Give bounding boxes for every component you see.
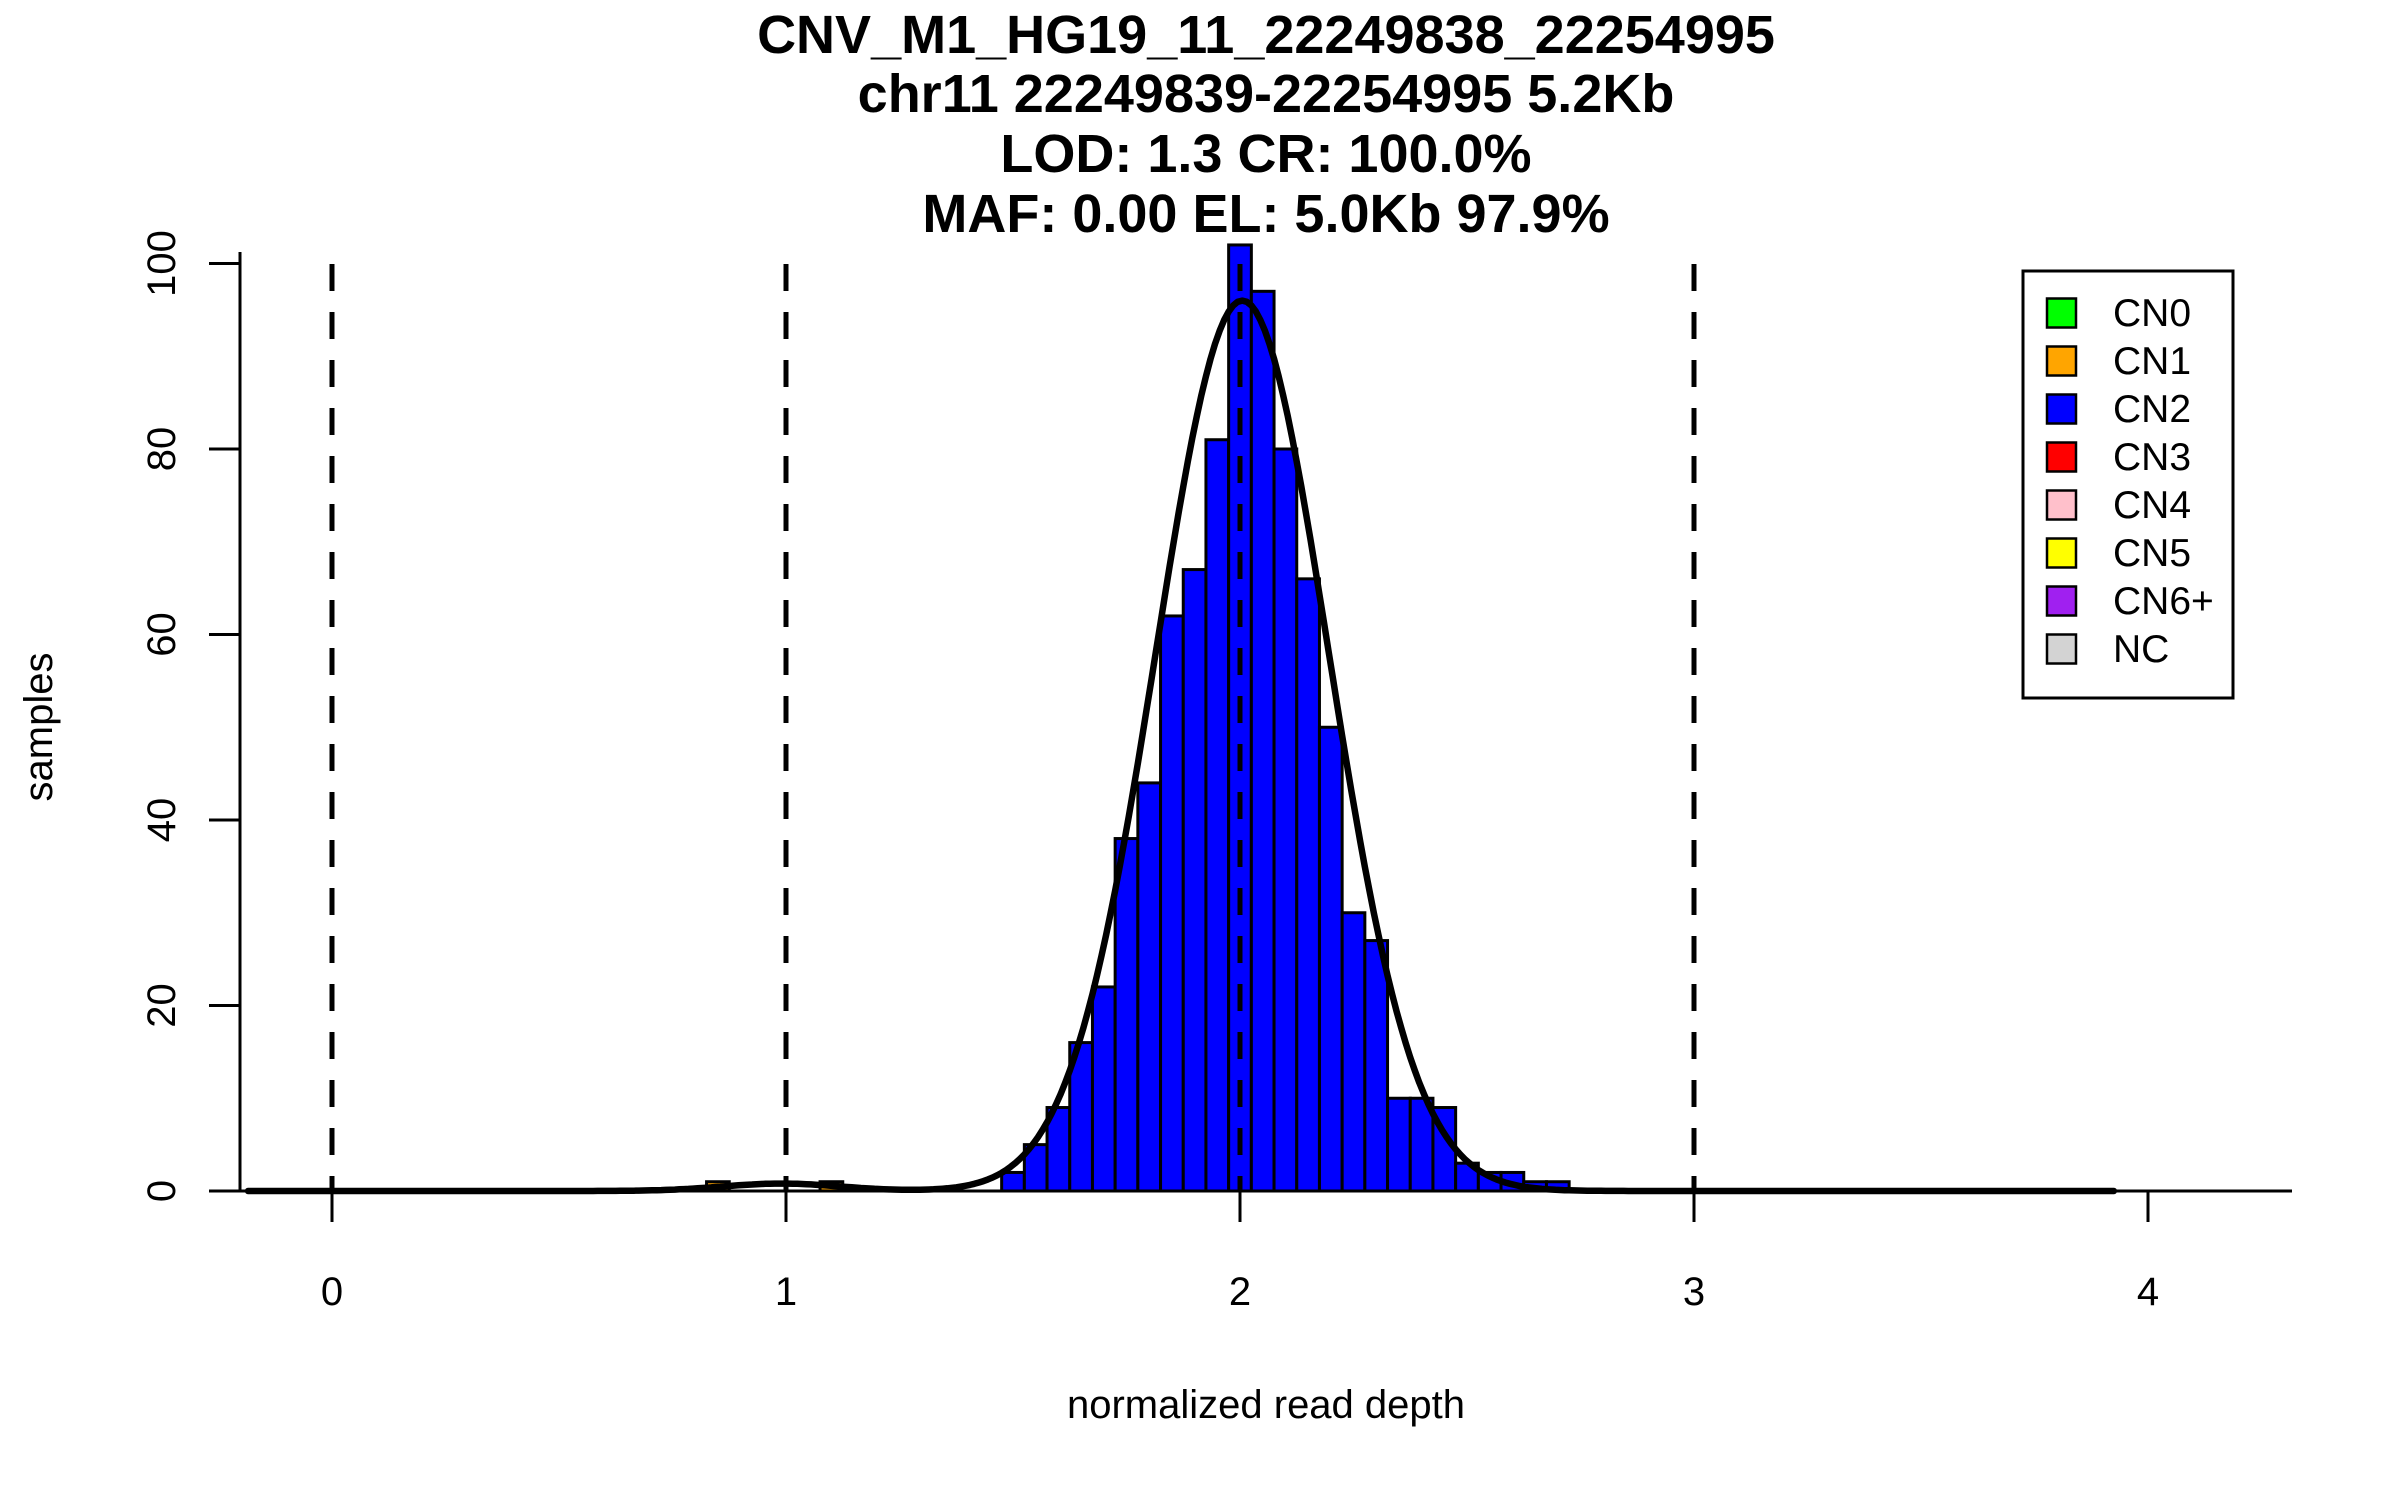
legend-swatch-cn3	[2045, 441, 2078, 473]
title-line-1: CNV_M1_HG19_11_22249838_22254995	[757, 5, 1775, 65]
legend-label: NC	[2113, 628, 2169, 671]
histogram-bar-cn2	[1090, 985, 1117, 1193]
title-line-3: LOD: 1.3 CR: 100.0%	[1000, 124, 1531, 184]
x-tick-label: 2	[1229, 1270, 1251, 1314]
legend-swatch-nc	[2045, 633, 2078, 665]
histogram-bar-cn2	[1159, 614, 1185, 1193]
legend-box: CN0 CN1 CN2 CN3 CN4 CN5 CN6+ NC	[2021, 269, 2235, 700]
histogram-bar-cn2	[1386, 1096, 1412, 1193]
histogram-bar-cn2	[1204, 438, 1231, 1193]
x-tick-label: 4	[2137, 1270, 2159, 1314]
legend-swatch-cn2	[2045, 393, 2078, 425]
histogram-bar-cn2	[1295, 577, 1321, 1193]
histogram-bar-cn2	[1000, 1170, 1026, 1193]
legend-label: CN2	[2113, 388, 2191, 431]
legend-swatch-cn5	[2045, 537, 2078, 569]
histogram-bars	[705, 243, 1571, 1193]
legend-label: CN1	[2113, 340, 2191, 383]
histogram-bar-cn2	[1317, 725, 1344, 1193]
y-tick-label: 100	[140, 230, 184, 297]
histogram-bar-cn2	[1136, 781, 1163, 1193]
y-tick-label: 80	[140, 427, 184, 472]
histogram-bar-cn2	[1113, 837, 1140, 1193]
legend-label: CN5	[2113, 532, 2191, 575]
legend-border	[2021, 269, 2235, 700]
x-axis-title: normalized read depth	[1067, 1383, 1465, 1427]
y-tick-label: 40	[140, 798, 184, 843]
histogram-bar-cn2	[1363, 939, 1390, 1193]
x-tick-label: 3	[1683, 1270, 1705, 1314]
legend-label: CN6+	[2113, 580, 2214, 623]
y-axis-title: samples	[17, 653, 61, 802]
histogram-bar-cn2	[1181, 568, 1208, 1193]
title-line-2: chr11 22249839-22254995 5.2Kb	[858, 64, 1675, 124]
x-tick-label: 1	[775, 1270, 797, 1314]
legend-swatch-cn1	[2045, 345, 2078, 377]
copy-number-dashed-guides	[329, 264, 1697, 1191]
legend-swatch-cn4	[2045, 489, 2078, 521]
y-tick-label: 0	[140, 1180, 184, 1202]
legend-label: CN3	[2113, 436, 2191, 479]
histogram-bar-cn2	[1249, 289, 1276, 1193]
histogram-bar-cn2	[1340, 911, 1367, 1193]
title-line-4: MAF: 0.00 EL: 5.0Kb 97.9%	[922, 184, 1609, 244]
legend-swatch-cn6	[2045, 585, 2078, 617]
y-tick-label: 60	[140, 612, 184, 657]
y-tick-label: 20	[140, 983, 184, 1028]
x-tick-label: 0	[321, 1270, 343, 1314]
legend-label: CN4	[2113, 484, 2191, 527]
y-axis: 0 20 40 60 80 100	[140, 230, 242, 1202]
legend-swatch-cn0	[2045, 297, 2078, 329]
histogram-bar-cn2	[1272, 447, 1299, 1193]
x-axis: 0 1 2 3 4	[240, 1189, 2292, 1314]
legend-label: CN0	[2113, 292, 2191, 335]
